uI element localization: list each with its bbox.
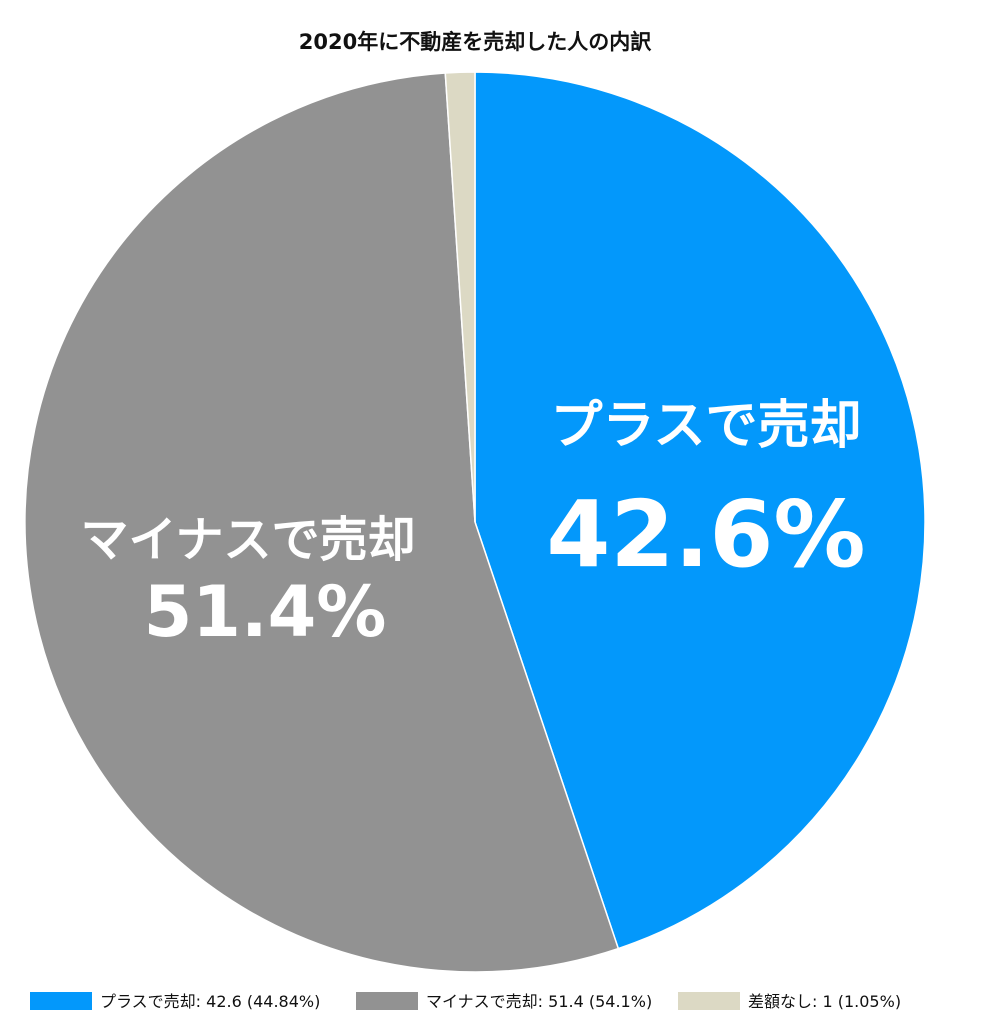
legend-swatch-1 xyxy=(30,992,92,1010)
pie-slices xyxy=(24,71,926,973)
pie-slice-1 xyxy=(474,71,926,950)
legend: プラスで売却: 42.6 (44.84%) マイナスで売却: 51.4 (54.1… xyxy=(30,992,901,1011)
slice-label-minus-name: マイナスで売却 xyxy=(80,512,415,568)
chart-title: 2020年に不動産を売却した人の内訳 xyxy=(299,30,652,54)
slice-label-minus-value: 51.4% xyxy=(144,571,387,653)
legend-label-1: プラスで売却: 42.6 (44.84%) xyxy=(100,992,320,1011)
pie-slice-labels: プラスで売却 42.6% マイナスで売却 51.4% xyxy=(80,396,865,653)
legend-swatch-2 xyxy=(356,992,418,1010)
slice-label-plus-value: 42.6% xyxy=(546,481,865,588)
slice-label-plus-name: プラスで売却 xyxy=(551,396,862,456)
pie-slice-3 xyxy=(444,71,476,523)
legend-label-3: 差額なし: 1 (1.05%) xyxy=(748,992,901,1011)
pie-slice-2 xyxy=(24,72,620,973)
legend-label-2: マイナスで売却: 51.4 (54.1%) xyxy=(426,992,652,1011)
legend-swatch-3 xyxy=(678,992,740,1010)
